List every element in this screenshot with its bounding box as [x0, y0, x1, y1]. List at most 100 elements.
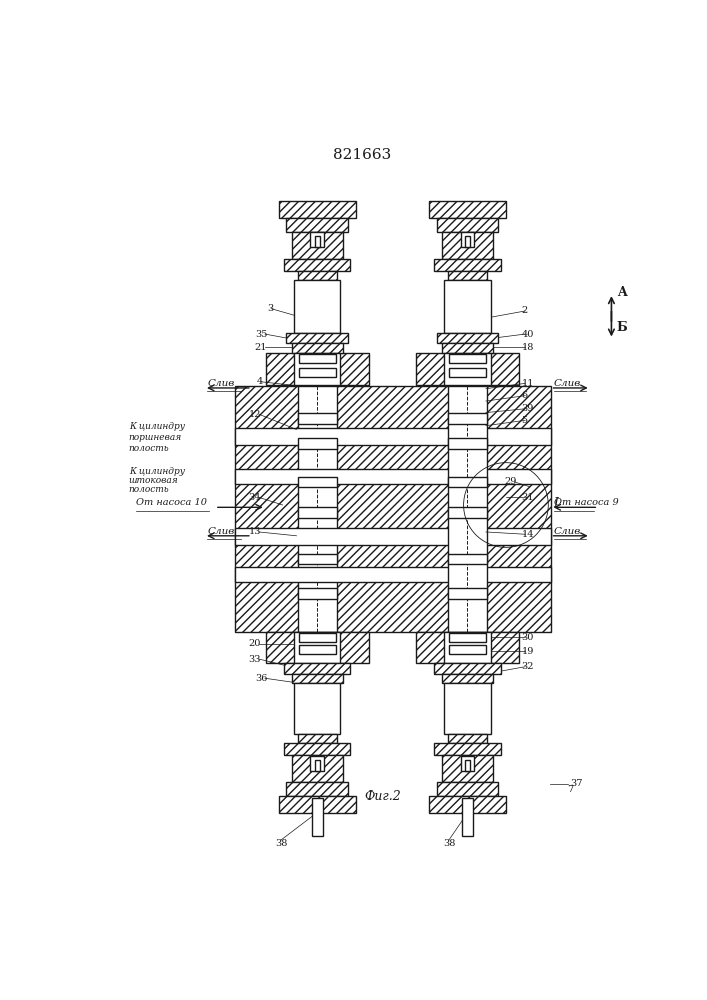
Bar [284, 663, 351, 674]
Bar [444, 353, 491, 385]
Text: 35: 35 [255, 330, 267, 339]
Text: штоковая: штоковая [129, 476, 178, 485]
Bar [298, 413, 337, 424]
Bar [298, 554, 337, 564]
Text: 40: 40 [521, 330, 534, 339]
Bar [429, 201, 506, 218]
Bar [448, 413, 486, 424]
Text: К цилиндру: К цилиндру [129, 467, 185, 476]
Bar [315, 236, 320, 247]
Bar [235, 528, 551, 545]
Text: 20: 20 [249, 639, 261, 648]
Bar [292, 674, 343, 683]
Bar [299, 354, 336, 363]
Text: 5: 5 [460, 223, 466, 232]
Bar [298, 507, 337, 518]
Bar [284, 743, 351, 755]
Text: 4: 4 [257, 377, 264, 386]
Bar [448, 734, 486, 743]
Text: 7: 7 [300, 774, 306, 783]
Text: Фиг.2: Фиг.2 [364, 790, 401, 803]
Bar [462, 798, 473, 836]
Bar [448, 271, 486, 280]
Bar [310, 232, 325, 247]
Text: 14: 14 [521, 530, 534, 539]
Bar [434, 259, 501, 271]
Text: 821663: 821663 [333, 148, 391, 162]
Text: 2: 2 [521, 306, 527, 315]
Text: поршневая: поршневая [129, 433, 182, 442]
Bar [294, 353, 340, 385]
Bar [437, 333, 498, 343]
Bar [449, 368, 486, 377]
Text: 11: 11 [521, 379, 534, 388]
Text: Б: Б [617, 321, 628, 334]
Bar [298, 477, 337, 487]
Text: полость: полость [129, 485, 169, 494]
Bar [235, 469, 551, 484]
Bar [315, 760, 320, 771]
Bar [434, 743, 501, 755]
Text: 38: 38 [275, 839, 287, 848]
Bar [292, 232, 343, 259]
Text: 21: 21 [255, 343, 267, 352]
Bar [286, 218, 348, 232]
Bar [448, 588, 486, 599]
Bar [448, 554, 486, 564]
Bar [448, 386, 486, 632]
Bar [298, 734, 337, 743]
Bar [442, 343, 493, 353]
Bar [294, 280, 340, 333]
Text: 6: 6 [521, 391, 527, 400]
Bar [434, 663, 501, 674]
Text: 37: 37 [570, 779, 583, 788]
Text: Слив: Слив [207, 527, 235, 536]
Bar [312, 798, 322, 836]
Text: Слив: Слив [207, 379, 235, 388]
Bar [449, 633, 486, 642]
Bar [460, 232, 474, 247]
Text: Слив: Слив [554, 379, 581, 388]
Text: От насоса 10: От насоса 10 [136, 498, 207, 507]
Bar [429, 796, 506, 813]
Bar [292, 343, 343, 353]
Text: 36: 36 [255, 674, 267, 683]
Text: 19: 19 [521, 647, 534, 656]
Bar [444, 632, 491, 663]
Bar [235, 386, 551, 632]
Bar [449, 645, 486, 654]
Bar [279, 796, 356, 813]
Bar [299, 645, 336, 654]
Text: Слив: Слив [554, 527, 581, 536]
Text: 31: 31 [521, 493, 534, 502]
Bar [284, 259, 351, 271]
Bar [286, 782, 348, 796]
Bar [449, 354, 486, 363]
Bar [235, 567, 551, 582]
Bar [465, 236, 469, 247]
Text: I: I [554, 497, 559, 510]
Text: От насоса 9: От насоса 9 [554, 498, 619, 507]
Bar [292, 755, 343, 782]
Bar [294, 683, 340, 734]
Bar [448, 438, 486, 449]
Bar [298, 271, 337, 280]
Bar [448, 507, 486, 518]
Text: 39: 39 [521, 404, 534, 413]
Text: 30: 30 [521, 633, 534, 642]
Bar [298, 438, 337, 449]
Text: 32: 32 [521, 662, 534, 671]
Text: 34: 34 [249, 493, 261, 502]
Text: 12: 12 [249, 410, 261, 419]
Text: 5: 5 [292, 229, 298, 238]
Bar [444, 280, 491, 333]
Bar [448, 477, 486, 487]
Bar [437, 782, 498, 796]
Bar [266, 632, 369, 663]
Bar [442, 755, 493, 782]
Text: 5: 5 [521, 416, 527, 425]
Text: 38: 38 [443, 839, 455, 848]
Bar [294, 632, 340, 663]
Bar [442, 232, 493, 259]
Bar [266, 353, 369, 385]
